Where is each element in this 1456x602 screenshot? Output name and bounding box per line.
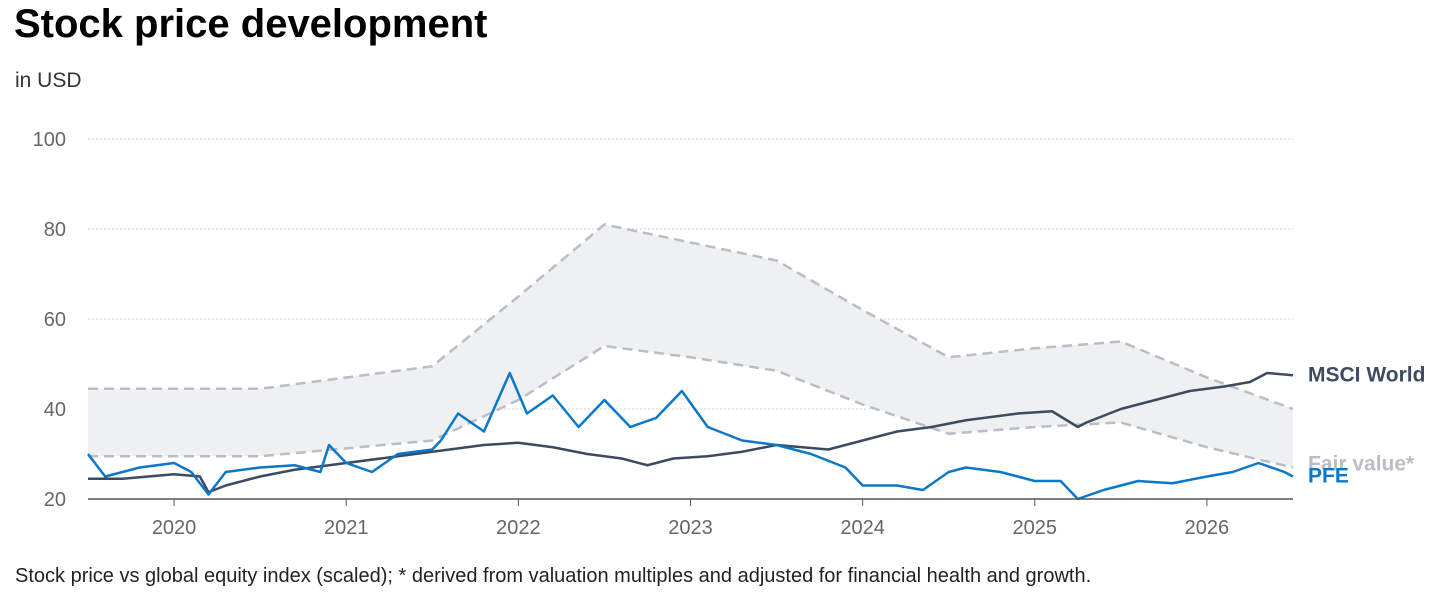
msci-world-label: MSCI World (1308, 363, 1425, 386)
chart-footnote: Stock price vs global equity index (scal… (15, 565, 1092, 587)
y-tick-label: 80 (44, 219, 66, 241)
msci-world-line (88, 371, 1294, 494)
x-tick-label: 2024 (840, 517, 885, 539)
fair-value-upper-line (88, 223, 1294, 411)
end-labels: MSCI World Fair value*PFE (1308, 363, 1425, 487)
fair-value-area (88, 224, 1293, 468)
x-tick-label: 2025 (1013, 517, 1058, 539)
chart-title: Stock price development (14, 2, 488, 46)
pfe-label: PFE (1308, 465, 1349, 488)
x-tick-label: 2021 (324, 517, 369, 539)
x-tick-label: 2026 (1185, 517, 1230, 539)
y-tick-label: 40 (44, 399, 66, 421)
fair-value-label: Fair value* (1308, 453, 1415, 476)
series-lines (87, 371, 1294, 501)
fair-value-lower-line (88, 344, 1294, 469)
fair-value-band (88, 223, 1294, 469)
pfe-line (87, 371, 1294, 501)
x-tick-label: 2020 (152, 517, 197, 539)
y-tick-label: 20 (44, 489, 66, 511)
y-tick-label: 100 (33, 129, 66, 151)
y-tick-label: 60 (44, 309, 66, 331)
x-tick-label: 2023 (668, 517, 713, 539)
x-tick-label: 2022 (496, 517, 541, 539)
axes: 20 40 60 80 100 2020 2021 2022 2023 2024 2025 2026 (33, 129, 1293, 539)
chart-subtitle: in USD (15, 69, 82, 92)
